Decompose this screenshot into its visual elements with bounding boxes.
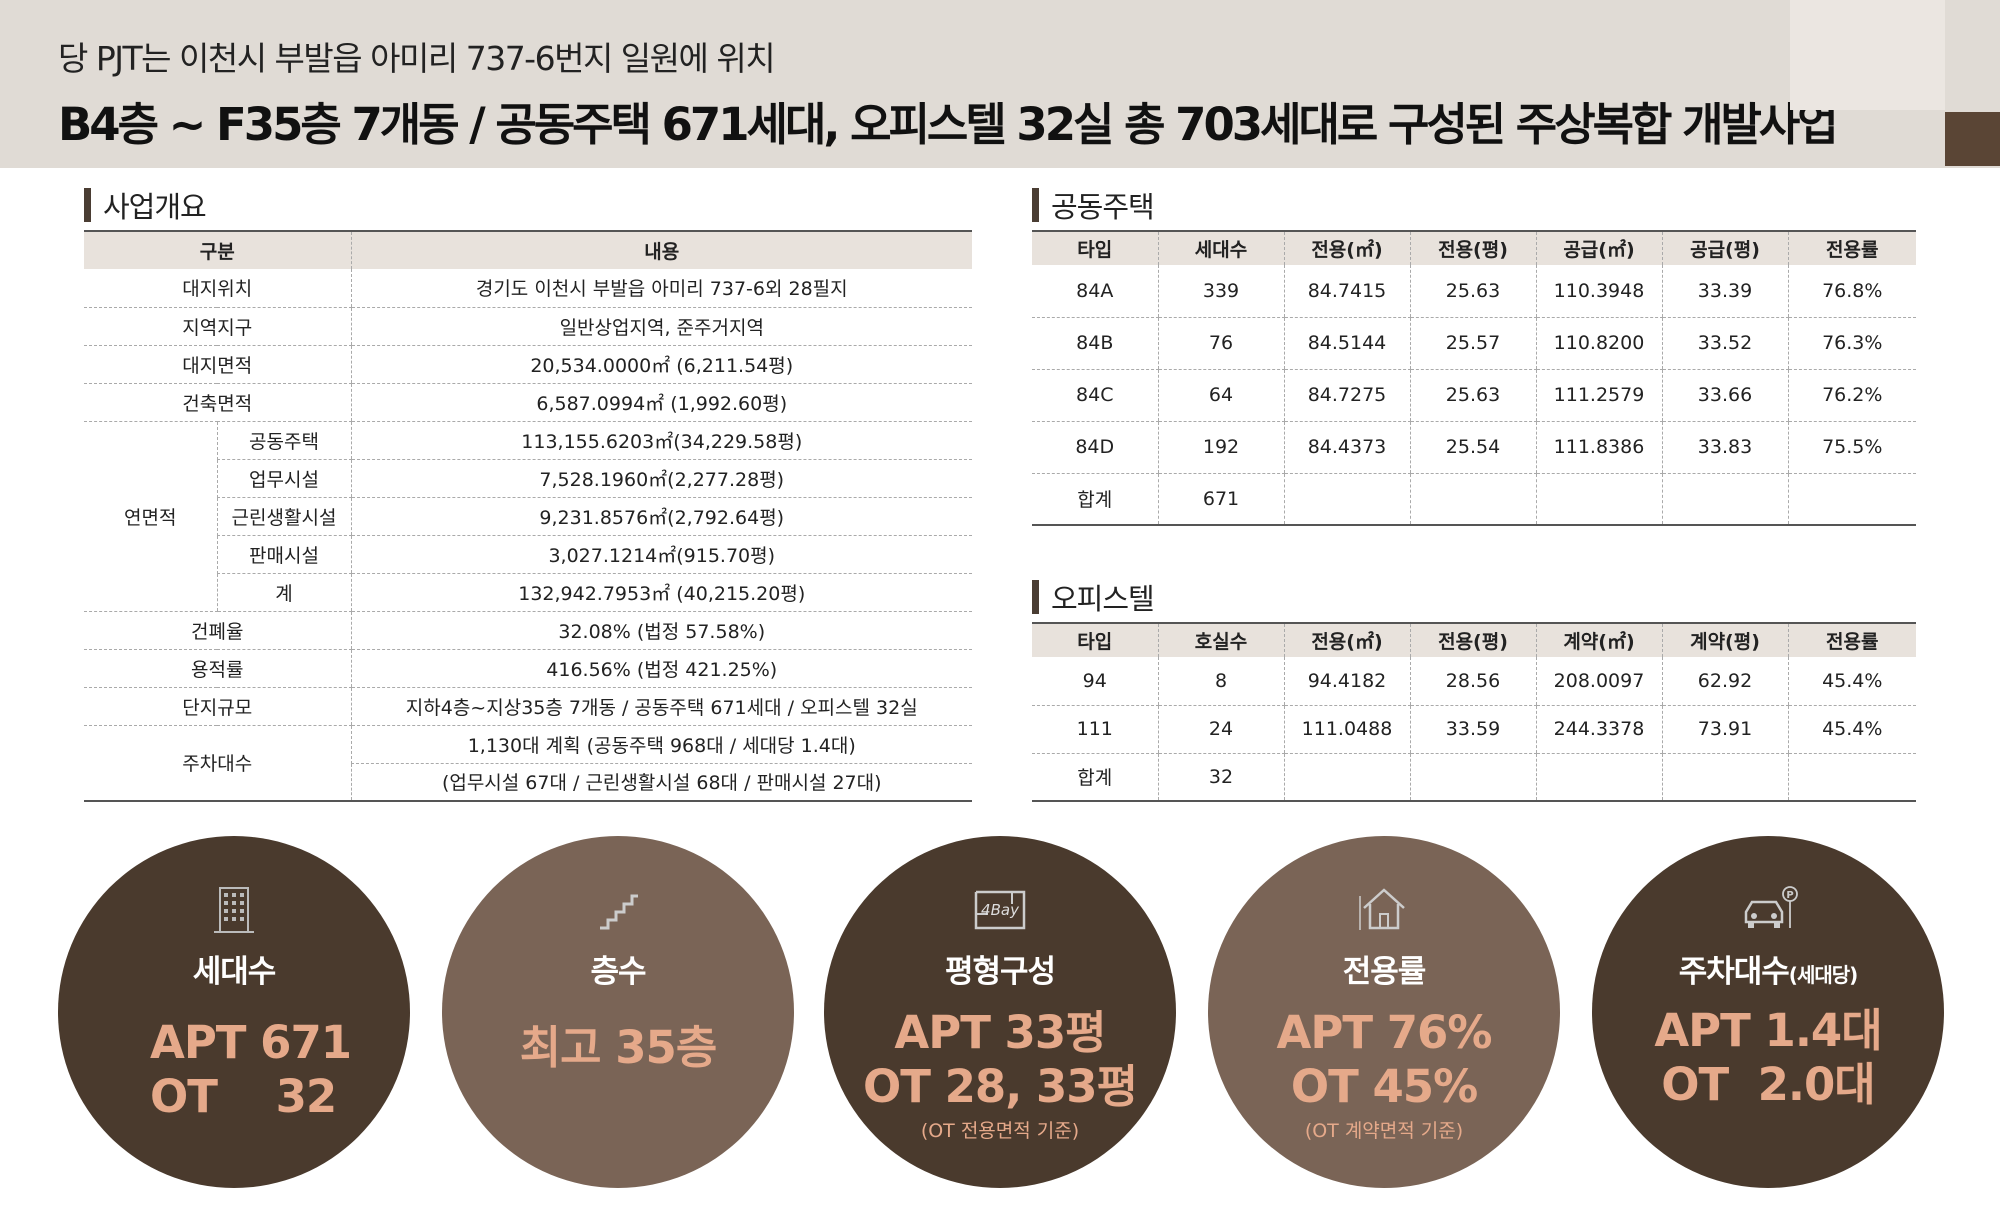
section-bar-icon: [1032, 580, 1039, 614]
header-band: 당 PJT는 이천시 부발읍 아미리 737-6번지 일원에 위치 B4층 ~ …: [0, 0, 2000, 168]
parking-label: 주차대수: [84, 725, 351, 802]
table-row: 84A 339 84.7415 25.63 110.3948 33.39 76.8%: [1032, 265, 1916, 318]
header-decoration-dark: [1945, 112, 2000, 166]
ot-col-contract-m2: 계약(㎡): [1535, 622, 1662, 657]
unit-size-label: 평형구성: [944, 954, 1056, 990]
efficiency-apt: APT 76%: [1276, 1006, 1493, 1059]
building-icon: [214, 887, 254, 933]
efficiency-ot: OT 45%: [1290, 1060, 1478, 1113]
apt-col-supply-m2: 공급(㎡): [1535, 230, 1662, 265]
table-row: 단지규모 지하4층~지상35층 7개동 / 공동주택 671세대 / 오피스텔 …: [84, 687, 972, 726]
project-headline: B4층 ~ F35층 7개동 / 공동주택 671세대, 오피스텔 32실 총 …: [58, 98, 1839, 151]
efficiency-note: (OT 계약면적 기준): [1304, 1120, 1464, 1142]
overview-section-title: 사업개요: [84, 184, 207, 226]
households-circle: 세대수 APT 671 OT 32: [58, 836, 410, 1188]
officetel-table: 타입 호실수 전용(㎡) 전용(평) 계약(㎡) 계약(평) 전용률 94 8 94…: [1032, 622, 1916, 802]
parking-circle-label: 주차대수(세대당): [1678, 954, 1859, 990]
unit-size-circle: 4Bay 평형구성 APT 33평 OT 28, 33평 (OT 전용면적 기준…: [824, 836, 1176, 1188]
table-row: 계 132,942.7953㎡ (40,215.20평): [84, 573, 972, 612]
floors-label: 층수: [590, 954, 646, 990]
ot-col-ratio: 전용률: [1787, 622, 1916, 657]
table-row: 대지위치 경기도 이천시 부발읍 아미리 737-6외 28필지: [84, 269, 972, 308]
households-apt: APT 671: [150, 1016, 352, 1069]
overview-table: 구분 내용 대지위치 경기도 이천시 부발읍 아미리 737-6외 28필지 지…: [84, 230, 972, 802]
officetel-section-title: 오피스텔: [1032, 576, 1155, 618]
project-location-subtitle: 당 PJT는 이천시 부발읍 아미리 737-6번지 일원에 위치: [58, 39, 776, 78]
ot-col-rooms: 호실수: [1157, 622, 1284, 657]
table-row: 대지면적 20,534.0000㎡ (6,211.54평): [84, 345, 972, 384]
apt-col-units: 세대수: [1157, 230, 1284, 265]
apartment-section-title: 공동주택: [1032, 184, 1155, 226]
ot-col-type: 타입: [1032, 622, 1158, 657]
table-row: 94 8 94.4182 28.56 208.0097 62.92 45.4%: [1032, 657, 1916, 706]
households-label: 세대수: [192, 954, 277, 990]
car-parking-icon: P: [1744, 886, 1798, 928]
table-row: 합계 671: [1032, 473, 1916, 526]
stairs-icon: [600, 894, 638, 930]
apt-col-ratio: 전용률: [1787, 230, 1916, 265]
section-bar-icon: [84, 188, 91, 222]
table-row: 주차대수 1,130대 계획 (공동주택 968대 / 세대당 1.4대): [84, 725, 972, 802]
table-row: 용적률 416.56% (법정 421.25%): [84, 649, 972, 688]
section-bar-icon: [1032, 188, 1039, 222]
table-row: 판매시설 3,027.1214㎡(915.70평): [84, 535, 972, 574]
header-decoration-light: [1790, 0, 1945, 110]
efficiency-circle: 전용률 APT 76% OT 45% (OT 계약면적 기준): [1208, 836, 1560, 1188]
apt-col-exclusive-m2: 전용(㎡): [1283, 230, 1410, 265]
overview-col-content: 내용: [350, 230, 972, 269]
parking-line-1: 1,130대 계획 (공동주택 968대 / 세대당 1.4대): [350, 725, 972, 764]
apt-col-exclusive-py: 전용(평): [1409, 230, 1536, 265]
floorplan-4bay-icon: 4Bay: [974, 890, 1026, 930]
floors-circle: 층수 최고 35층: [442, 836, 794, 1188]
unit-size-apt: APT 33평: [894, 1006, 1106, 1059]
parking-line-2: (업무시설 67대 / 근린생활시설 68대 / 판매시설 27대): [350, 763, 972, 802]
table-row: 근린생활시설 9,231.8576㎡(2,792.64평): [84, 497, 972, 536]
table-row: 지역지구 일반상업지역, 준주거지역: [84, 307, 972, 346]
svg-text:P: P: [1786, 890, 1793, 901]
table-row: 건폐율 32.08% (법정 57.58%): [84, 611, 972, 650]
parking-circle: P 주차대수(세대당) APT 1.4대 OT 2.0대: [1592, 836, 1944, 1188]
parking-ot: OT 2.0대: [1661, 1058, 1875, 1111]
svg-text:4Bay: 4Bay: [981, 901, 1020, 919]
unit-size-note: (OT 전용면적 기준): [920, 1120, 1080, 1142]
table-row: 84D 192 84.4373 25.54 111.8386 33.83 75.5%: [1032, 421, 1916, 474]
apartment-table: 타입 세대수 전용(㎡) 전용(평) 공급(㎡) 공급(평) 전용률 84A 33…: [1032, 230, 1916, 526]
households-ot: OT 32: [150, 1070, 337, 1123]
house-icon: [1359, 888, 1405, 930]
apt-col-supply-py: 공급(평): [1661, 230, 1788, 265]
table-row: 84C 64 84.7275 25.63 111.2579 33.66 76.2%: [1032, 369, 1916, 422]
table-row: 업무시설 7,528.1960㎡(2,277.28평): [84, 459, 972, 498]
ot-col-exclusive-m2: 전용(㎡): [1283, 622, 1410, 657]
table-row: 건축면적 6,587.0994㎡ (1,992.60평): [84, 383, 972, 422]
ot-col-contract-py: 계약(평): [1661, 622, 1788, 657]
table-row: 연면적 공동주택 113,155.6203㎡(34,229.58평): [84, 421, 972, 612]
table-row: 84B 76 84.5144 25.57 110.8200 33.52 76.3%: [1032, 317, 1916, 370]
floor-area-label: 연면적: [84, 421, 217, 612]
table-row: 합계 32: [1032, 753, 1916, 802]
table-row: 111 24 111.0488 33.59 244.3378 73.91 45.4%: [1032, 705, 1916, 754]
efficiency-label: 전용률: [1342, 954, 1427, 990]
table-row: (업무시설 67대 / 근린생활시설 68대 / 판매시설 27대): [84, 763, 972, 802]
apt-col-type: 타입: [1032, 230, 1158, 265]
parking-apt: APT 1.4대: [1654, 1004, 1882, 1057]
unit-size-ot: OT 28, 33평: [862, 1060, 1138, 1113]
floors-value: 최고 35층: [519, 1021, 718, 1074]
overview-col-category: 구분: [84, 230, 351, 269]
ot-col-exclusive-py: 전용(평): [1409, 622, 1536, 657]
